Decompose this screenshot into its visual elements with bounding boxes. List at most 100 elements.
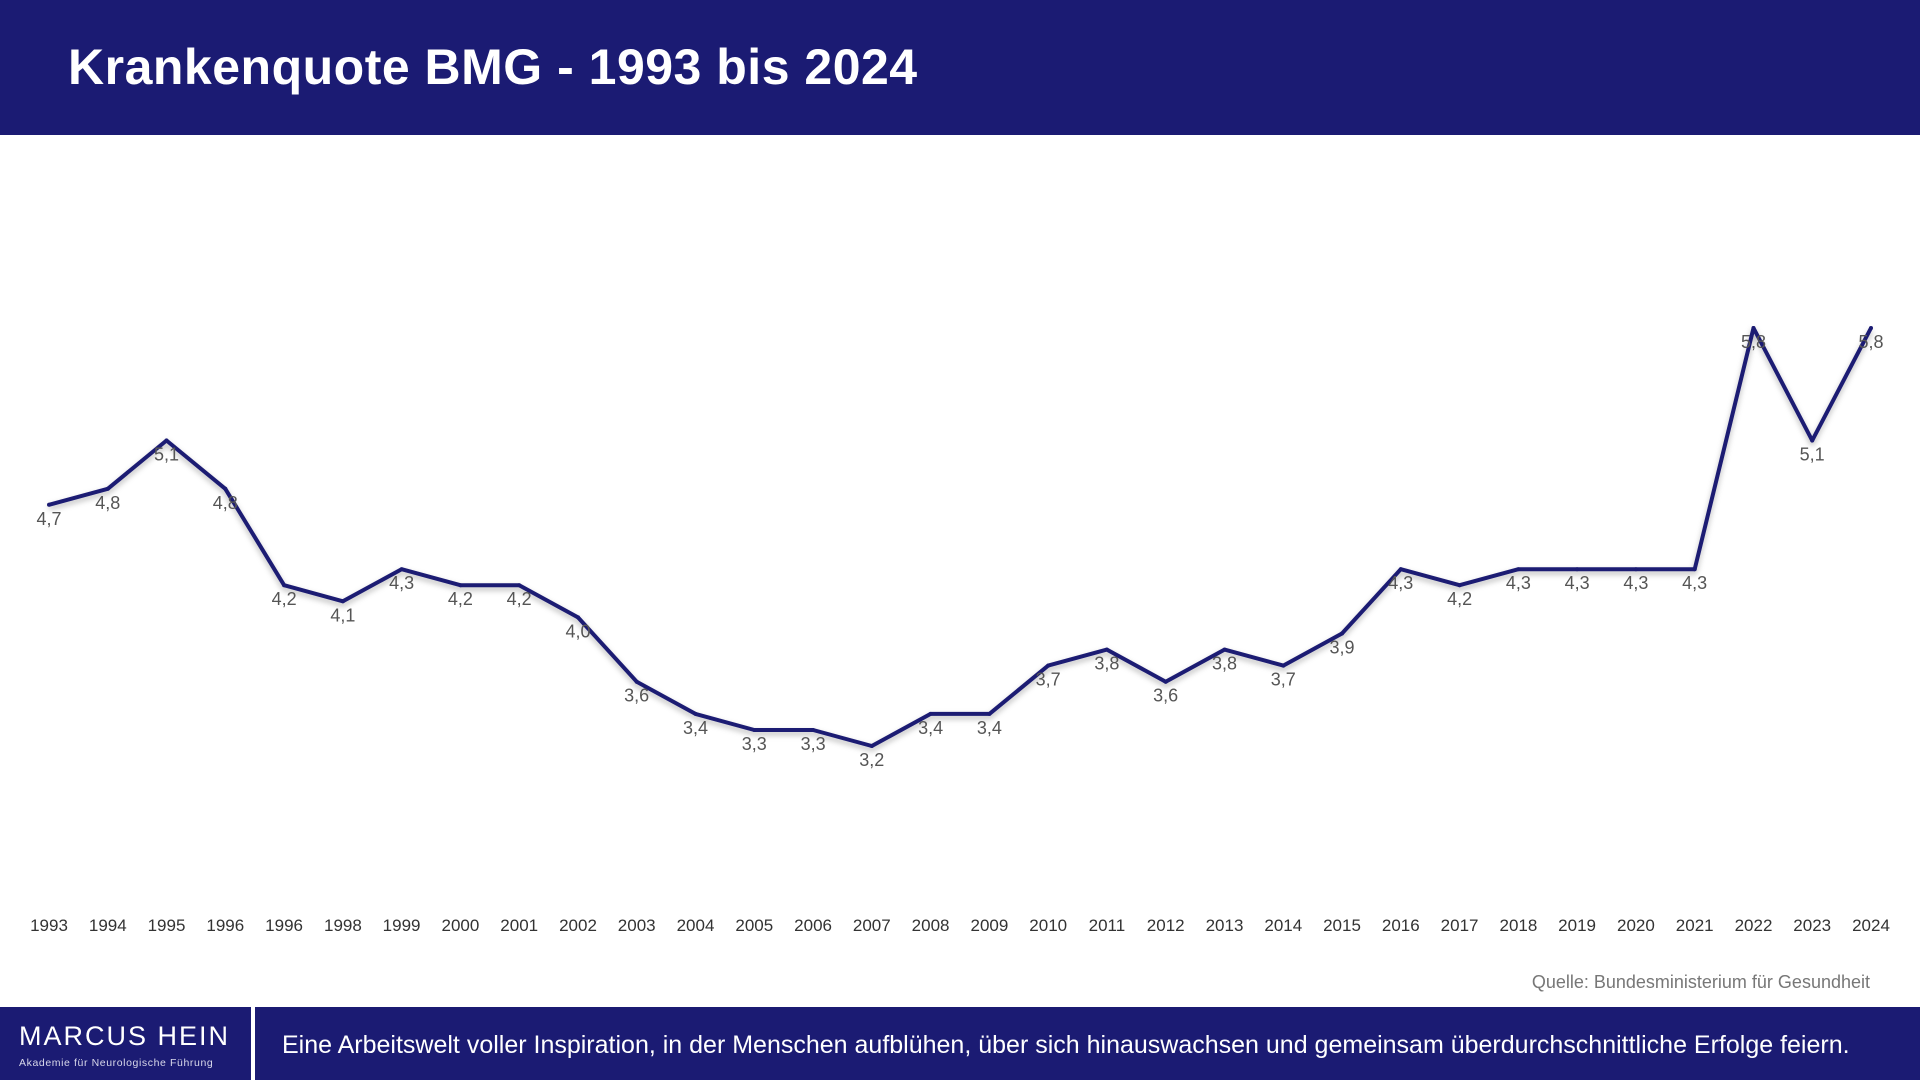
x-tick-label: 2000: [441, 916, 479, 935]
x-axis-ticks: 1993 1994 1995 1996 1996 1998 1999 2000 2001 2002…: [30, 916, 1890, 935]
x-tick-label: 2001: [500, 916, 538, 935]
source-note: Quelle: Bundesministerium für Gesundheit: [1531, 972, 1870, 992]
x-tick-label: 1993: [30, 916, 68, 935]
x-tick-label: 2008: [912, 916, 950, 935]
data-point: [1398, 567, 1403, 572]
x-tick-label: 2020: [1617, 916, 1655, 935]
x-tick-label: 2013: [1206, 916, 1244, 935]
x-tick-label: 2023: [1793, 916, 1831, 935]
data-label: 3,7: [1271, 670, 1296, 690]
data-point: [811, 728, 816, 732]
data-point: [987, 711, 992, 716]
x-tick-label: 2005: [735, 916, 773, 935]
logo: MARCUS HEIN Akademie für Neurologische F…: [0, 1007, 250, 1080]
data-point: [1281, 663, 1286, 668]
x-tick-label: 2022: [1735, 916, 1773, 935]
data-point: [869, 744, 874, 748]
footer-bar: MARCUS HEIN Akademie für Neurologische F…: [0, 1007, 1920, 1080]
data-point: [164, 438, 169, 443]
line-chart: 4,7 4,8 5,1 4,8 4,2 4,1 4,3 4,2 4,2 4,0 3,6 3,4 3,3 3…: [30, 326, 1890, 935]
x-tick-label: 2014: [1264, 916, 1302, 935]
data-label: 5,1: [1800, 445, 1825, 465]
logo-subtitle: Akademie für Neurologische Führung: [19, 1057, 214, 1069]
data-point: [399, 567, 404, 572]
data-label: 4,3: [1623, 573, 1648, 593]
data-point: [1633, 567, 1638, 572]
data-label: 4,8: [213, 493, 238, 513]
data-label: 4,2: [272, 589, 297, 609]
data-label: 4,3: [1388, 573, 1413, 593]
x-tick-label: 1995: [148, 916, 186, 935]
data-point: [752, 728, 757, 732]
x-tick-label: 2011: [1089, 916, 1126, 935]
data-point: [105, 486, 110, 491]
data-label: 4,2: [448, 589, 473, 609]
data-point: [1575, 567, 1580, 572]
data-point: [1869, 326, 1873, 330]
data-label: 3,2: [859, 750, 884, 770]
x-tick-label: 2002: [559, 916, 597, 935]
x-tick-label: 2010: [1029, 916, 1067, 935]
data-label: 4,7: [36, 509, 61, 529]
x-tick-label: 2009: [970, 916, 1008, 935]
x-tick-label: 2024: [1852, 916, 1890, 935]
data-point: [693, 711, 698, 716]
x-tick-label: 1996: [265, 916, 303, 935]
footer-divider: [251, 1007, 255, 1080]
chart-data-labels: 4,7 4,8 5,1 4,8 4,2 4,1 4,3 4,2 4,2 4,0 3,6 3,4 3,3 3…: [36, 332, 1883, 770]
data-point: [1340, 631, 1344, 636]
x-tick-label: 2019: [1558, 916, 1596, 935]
data-label: 3,8: [1094, 654, 1119, 674]
x-tick-label: 1994: [89, 916, 127, 935]
x-tick-label: 2004: [677, 916, 715, 935]
x-tick-label: 2003: [618, 916, 656, 935]
data-label: 3,6: [624, 686, 649, 706]
data-point: [458, 583, 463, 588]
data-label: 4,0: [565, 621, 590, 641]
data-label: 4,3: [389, 573, 414, 593]
x-tick-label: 2012: [1147, 916, 1185, 935]
data-point: [1046, 663, 1051, 668]
data-label: 3,9: [1329, 638, 1354, 658]
data-label: 3,6: [1153, 686, 1178, 706]
x-tick-label: 1996: [206, 916, 244, 935]
x-tick-label: 1999: [383, 916, 421, 935]
x-tick-label: 2007: [853, 916, 891, 935]
x-tick-label: 2017: [1441, 916, 1479, 935]
x-tick-label: 2016: [1382, 916, 1420, 935]
data-label: 5,1: [154, 445, 179, 465]
data-label: 4,2: [507, 589, 532, 609]
data-point: [282, 583, 287, 588]
data-point: [1457, 583, 1462, 588]
data-point: [1810, 438, 1815, 443]
data-label: 3,7: [1036, 670, 1061, 690]
logo-name: MARCUS HEIN: [19, 1021, 231, 1051]
data-point: [576, 615, 580, 620]
data-label: 4,1: [330, 605, 355, 625]
data-label: 5,8: [1858, 332, 1883, 352]
data-label: 5,8: [1741, 332, 1766, 352]
x-tick-label: 1998: [324, 916, 362, 935]
data-point: [634, 679, 639, 684]
data-point: [340, 599, 345, 604]
data-point: [1516, 567, 1521, 572]
data-label: 4,2: [1447, 589, 1472, 609]
series-line: [48, 326, 1873, 748]
data-point: [1104, 647, 1109, 652]
data-point: [1222, 647, 1227, 652]
data-point: [47, 502, 51, 507]
data-point: [223, 486, 228, 491]
data-point: [1163, 679, 1168, 684]
chart-series: [47, 326, 1873, 748]
data-point: [928, 711, 933, 716]
data-label: 4,8: [95, 493, 120, 513]
chart-title: Krankenquote BMG - 1993 bis 2024: [68, 39, 918, 95]
data-label: 4,3: [1682, 573, 1707, 593]
data-label: 3,4: [918, 718, 943, 738]
data-label: 3,4: [683, 718, 708, 738]
data-point: [517, 583, 522, 588]
x-tick-label: 2015: [1323, 916, 1361, 935]
data-label: 3,3: [742, 734, 767, 754]
title-banner: Krankenquote BMG - 1993 bis 2024: [0, 0, 1920, 135]
data-point: [1692, 567, 1697, 572]
